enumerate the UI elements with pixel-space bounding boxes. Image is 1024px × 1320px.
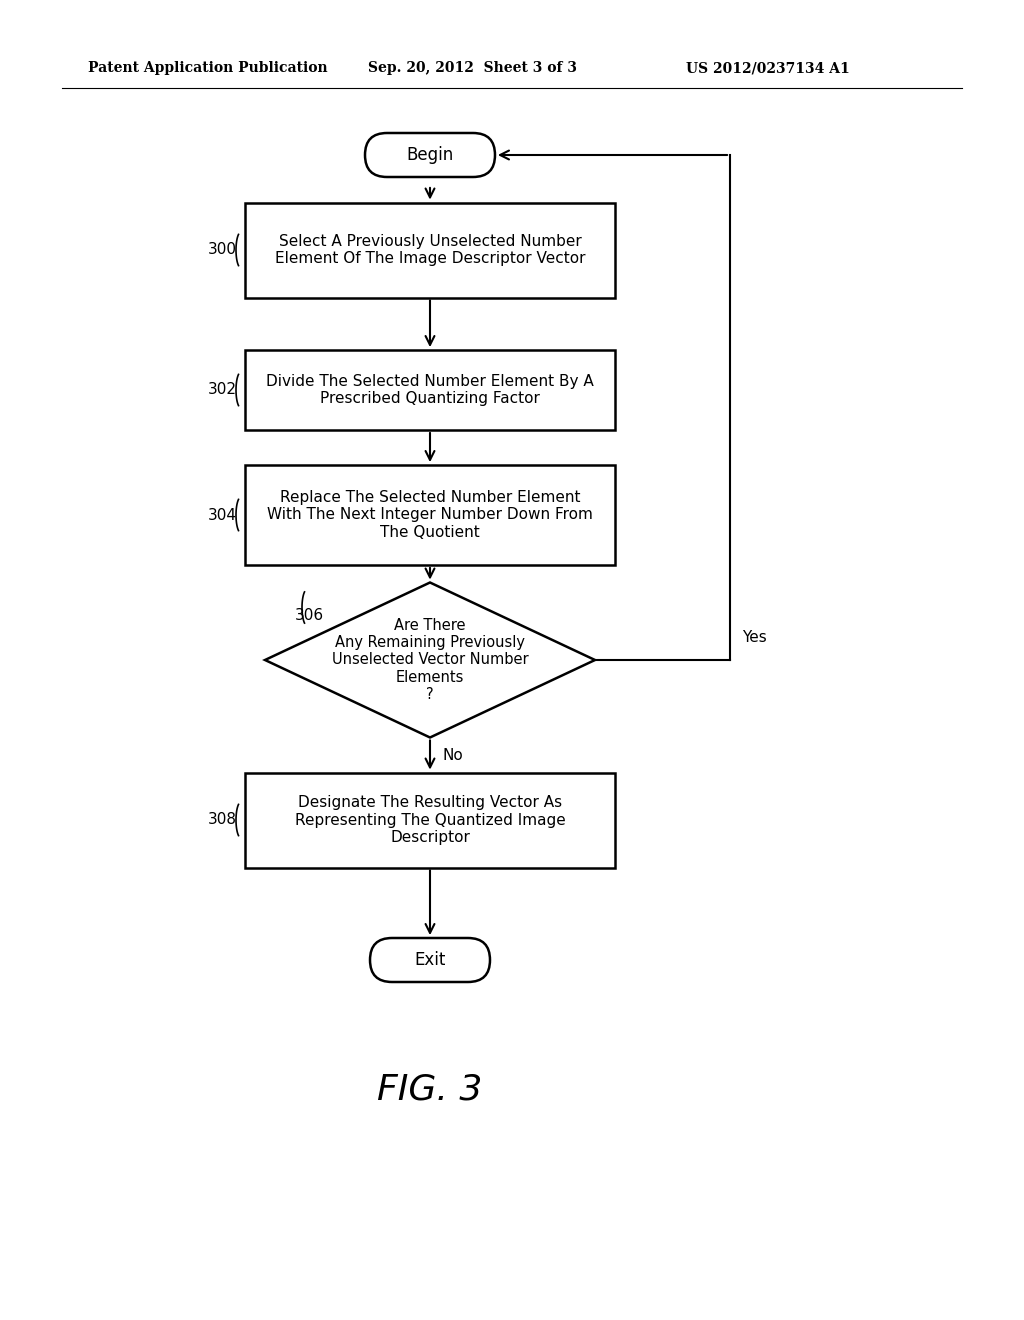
Text: Are There
Any Remaining Previously
Unselected Vector Number
Elements
?: Are There Any Remaining Previously Unsel… [332, 618, 528, 702]
Text: 300: 300 [208, 243, 237, 257]
Text: 302: 302 [208, 383, 237, 397]
FancyBboxPatch shape [245, 772, 615, 867]
Text: Exit: Exit [415, 950, 445, 969]
FancyBboxPatch shape [245, 465, 615, 565]
Text: Patent Application Publication: Patent Application Publication [88, 61, 328, 75]
Text: 306: 306 [295, 607, 325, 623]
Text: No: No [442, 747, 463, 763]
Text: 308: 308 [208, 813, 237, 828]
Polygon shape [265, 582, 595, 738]
Text: Begin: Begin [407, 147, 454, 164]
Text: Sep. 20, 2012  Sheet 3 of 3: Sep. 20, 2012 Sheet 3 of 3 [368, 61, 577, 75]
Text: FIG. 3: FIG. 3 [377, 1073, 482, 1107]
FancyBboxPatch shape [370, 939, 490, 982]
Text: Designate The Resulting Vector As
Representing The Quantized Image
Descriptor: Designate The Resulting Vector As Repres… [295, 795, 565, 845]
Text: Divide The Selected Number Element By A
Prescribed Quantizing Factor: Divide The Selected Number Element By A … [266, 374, 594, 407]
FancyBboxPatch shape [365, 133, 495, 177]
Text: Select A Previously Unselected Number
Element Of The Image Descriptor Vector: Select A Previously Unselected Number El… [274, 234, 586, 267]
FancyBboxPatch shape [245, 350, 615, 430]
Text: Yes: Yes [742, 630, 767, 645]
Text: Replace The Selected Number Element
With The Next Integer Number Down From
The Q: Replace The Selected Number Element With… [267, 490, 593, 540]
FancyBboxPatch shape [245, 202, 615, 297]
Text: 304: 304 [208, 507, 237, 523]
Text: US 2012/0237134 A1: US 2012/0237134 A1 [686, 61, 850, 75]
